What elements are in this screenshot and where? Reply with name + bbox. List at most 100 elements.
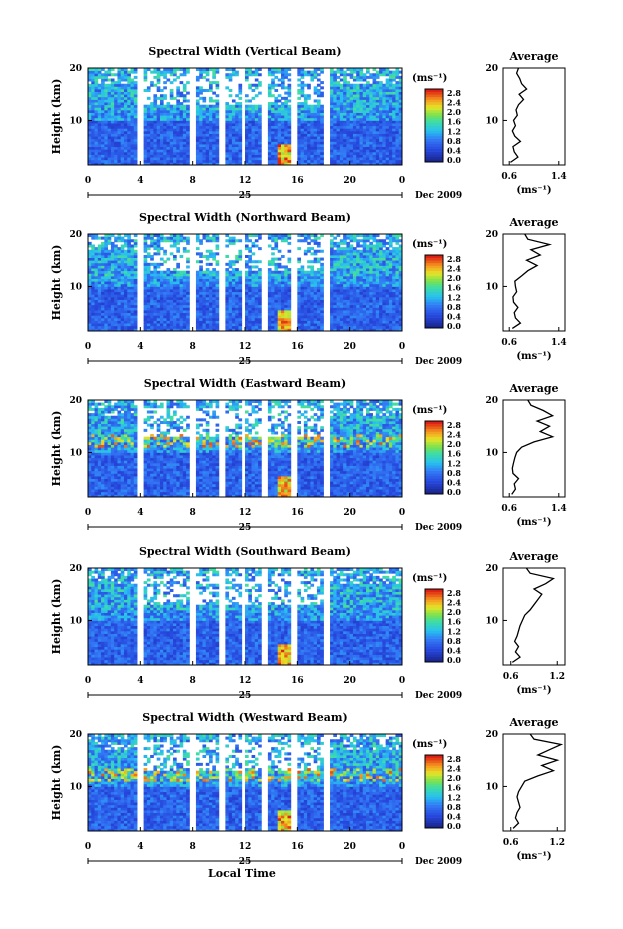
heatmap-cell [209,109,213,113]
heatmap-cell [91,254,95,258]
heatmap-cell [297,320,301,324]
heatmap-cell [169,281,174,285]
heatmap-cell [313,289,318,293]
heatmap-cell [372,102,377,106]
heatmap-cell [120,109,125,113]
heatmap-cell [212,115,216,119]
heatmap-cell [339,273,344,277]
heatmap-cell [225,294,230,298]
heatmap-cell [395,75,400,79]
heatmap-cell [359,270,364,274]
heatmap-cell [156,88,161,92]
heatmap-cell [316,257,321,261]
heatmap-cell [349,136,354,140]
heatmap-cell [156,323,161,327]
heatmap-cell [310,275,315,279]
heatmap-cell [156,159,161,163]
heatmap-cell [88,270,92,274]
heatmap-cell [330,68,334,72]
heatmap-cell [120,159,125,163]
heatmap-cell [225,136,230,140]
heatmap-cell [228,94,233,98]
heatmap-cell [274,296,279,300]
heatmap-cell [127,249,131,253]
heatmap-cell [176,236,180,240]
heatmap-cell [330,244,334,248]
heatmap-cell [235,112,239,116]
heatmap-cell [114,115,118,119]
heatmap-cell [146,151,151,155]
heatmap-cell [385,83,390,87]
heatmap-cell [133,281,138,285]
heatmap-cell [231,241,236,245]
heatmap-cell [235,154,239,158]
heatmap-cell [280,270,285,274]
heatmap-cell [336,138,341,142]
heatmap-cell [277,133,282,137]
heatmap-cell [369,120,373,124]
heatmap-cell [343,159,347,163]
heatmap-cell [392,70,396,74]
heatmap-cell [316,270,321,274]
heatmap-cell [287,138,292,142]
heatmap-cell [205,88,210,92]
heatmap-cell [186,70,190,74]
heatmap-cell [209,320,213,324]
heatmap-cell [169,133,174,137]
heatmap-cell [336,257,341,261]
heatmap-cell [117,275,122,279]
heatmap-cell [313,310,318,314]
heatmap-cell [123,254,128,258]
heatmap-cell [303,252,308,256]
heatmap-cell [114,294,118,298]
heatmap-cell [251,70,256,74]
heatmap-cell [225,128,230,132]
heatmap-cell [225,144,230,148]
heatmap-cell [330,296,334,300]
heatmap-cell [163,328,167,332]
heatmap-cell [313,99,318,103]
heatmap-cell [303,149,308,153]
heatmap-cell [104,249,109,253]
heatmap-cell [173,289,177,293]
heatmap-cell [356,138,360,142]
heatmap-cell [225,107,230,111]
heatmap-cell [153,149,158,153]
heatmap-cell [91,99,95,103]
heatmap-cell [349,117,354,121]
heatmap-cell [146,104,151,108]
heatmap-cell [385,115,390,119]
heatmap-cell [254,289,259,293]
heatmap-cell [212,307,216,311]
heatmap-cell [280,296,285,300]
heatmap-cell [91,133,95,137]
heatmap-cell [258,73,262,77]
heatmap-cell [307,115,311,119]
heatmap-cell [307,125,311,129]
heatmap-cell [379,125,383,129]
heatmap-cell [352,234,357,238]
heatmap-cell [91,130,95,134]
heatmap-cell [245,247,249,251]
heatmap-cell [339,257,344,261]
heatmap-cell [267,320,272,324]
heatmap-cell [235,307,239,311]
heatmap-cell [104,115,109,119]
heatmap-cell [254,144,259,148]
heatmap-cell [156,73,161,77]
heatmap-cell [91,302,95,306]
heatmap-cell [346,325,351,329]
heatmap-cell [238,302,243,306]
heatmap-cell [202,299,207,303]
heatmap-cell [343,281,347,285]
heatmap-cell [231,70,236,74]
heatmap-cell [169,117,174,121]
heatmap-cell [159,283,164,287]
heatmap-cell [127,278,131,282]
heatmap-cell [186,241,190,245]
heatmap-cell [238,133,243,137]
heatmap-cell [284,283,288,287]
heatmap-cell [205,112,210,116]
heatmap-cell [369,128,373,132]
heatmap-cell [359,286,364,290]
